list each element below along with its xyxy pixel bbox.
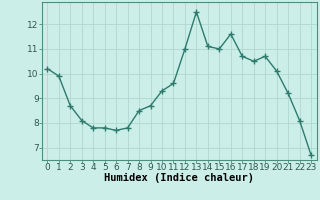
X-axis label: Humidex (Indice chaleur): Humidex (Indice chaleur) xyxy=(104,173,254,183)
